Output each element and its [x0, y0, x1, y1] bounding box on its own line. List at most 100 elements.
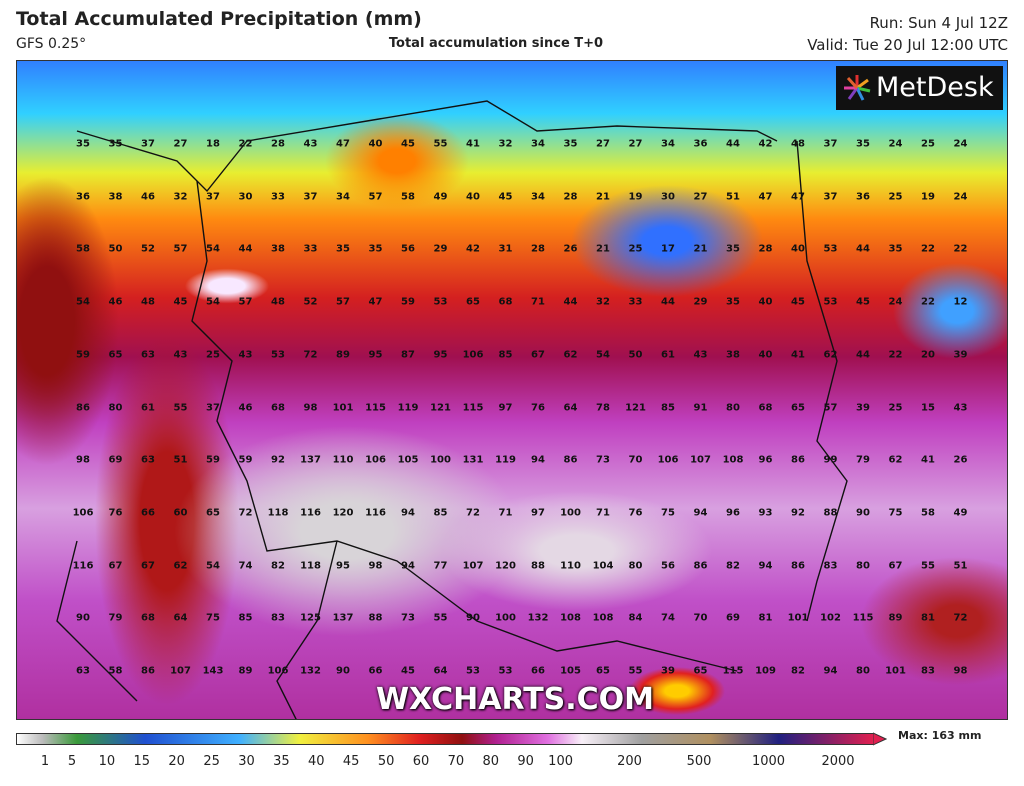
grid-value: 97	[498, 402, 513, 413]
grid-value: 40	[791, 243, 805, 255]
grid-value: 29	[433, 243, 448, 255]
grid-value: 94	[531, 454, 545, 466]
grid-value: 121	[625, 402, 646, 413]
grid-value: 28	[271, 138, 285, 150]
grid-value: 97	[531, 507, 545, 519]
grid-value: 48	[791, 138, 805, 150]
grid-value: 75	[206, 612, 220, 624]
grid-value: 25	[888, 191, 903, 203]
colorbar-tick: 35	[273, 754, 290, 769]
grid-value: 107	[690, 454, 711, 466]
grid-value: 63	[141, 349, 155, 361]
grid-value: 27	[628, 138, 643, 150]
grid-value: 108	[560, 612, 581, 624]
grid-value: 41	[466, 138, 480, 150]
colorbar-tick: 10	[98, 754, 116, 769]
grid-value: 43	[303, 138, 318, 150]
grid-value: 26	[953, 454, 968, 466]
grid-value: 74	[661, 612, 675, 624]
grid-value: 86	[76, 402, 90, 413]
grid-value: 30	[661, 191, 675, 203]
grid-value: 24	[888, 138, 903, 150]
grid-value: 30	[238, 191, 253, 203]
grid-value: 26	[563, 243, 578, 255]
grid-value: 132	[300, 665, 321, 677]
colorbar-tick: 50	[377, 754, 395, 769]
grid-value: 119	[397, 402, 419, 413]
grid-value: 65	[108, 349, 123, 361]
grid-value: 86	[791, 560, 805, 572]
grid-value: 20	[921, 349, 935, 361]
grid-value: 42	[466, 243, 480, 255]
grid-value: 19	[628, 191, 643, 203]
grid-value: 84	[628, 612, 643, 624]
grid-value: 35	[336, 243, 350, 255]
grid-value: 115	[722, 665, 744, 677]
grid-value: 67	[531, 349, 545, 361]
logo: MetDesk	[836, 66, 1003, 110]
grid-value: 44	[563, 296, 578, 308]
grid-value: 76	[531, 402, 545, 413]
grid-value: 70	[693, 612, 708, 624]
grid-value: 22	[888, 349, 903, 361]
grid-value: 108	[722, 454, 744, 466]
grid-value: 107	[170, 665, 191, 677]
grid-value: 35	[76, 138, 90, 150]
grid-value: 72	[953, 612, 968, 624]
grid-value: 72	[466, 507, 480, 519]
valid: Valid: Tue 20 Jul 12:00 UTC	[807, 36, 1008, 54]
grid-value: 54	[76, 296, 90, 308]
grid-value: 36	[856, 191, 870, 203]
grid-value: 46	[238, 402, 253, 413]
grid-value: 44	[856, 349, 870, 361]
grid-value: 61	[661, 349, 675, 361]
grid-value: 95	[433, 349, 448, 361]
grid-value: 46	[141, 191, 155, 203]
grid-value: 62	[173, 560, 188, 572]
grid-value: 57	[336, 296, 350, 308]
grid-value: 76	[108, 507, 123, 519]
grid-value: 37	[141, 138, 155, 150]
run: Run: Sun 4 Jul 12Z	[869, 14, 1008, 32]
grid-value: 71	[596, 507, 610, 519]
grid-value: 34	[336, 191, 350, 203]
grid-value: 85	[661, 402, 675, 413]
grid-value: 59	[206, 454, 220, 466]
grid-value: 57	[238, 296, 253, 308]
grid-value: 121	[430, 402, 451, 413]
grid-value: 32	[596, 296, 610, 308]
grid-value: 39	[661, 665, 675, 677]
grid-value: 22	[921, 296, 935, 308]
grid-value: 86	[141, 665, 155, 677]
grid-value: 36	[76, 191, 90, 203]
grid-value: 58	[108, 665, 123, 677]
grid-value: 52	[141, 243, 155, 255]
grid-value: 12	[953, 296, 968, 308]
grid-value: 25	[888, 402, 903, 413]
grid-value: 58	[76, 243, 90, 255]
grid-value: 22	[238, 138, 253, 150]
grid-value: 18	[206, 138, 220, 150]
grid-value: 44	[238, 243, 253, 255]
grid-value: 89	[336, 349, 350, 361]
grid-value: 106	[462, 349, 484, 361]
colorbar-tick: 1	[40, 754, 50, 769]
logo-text: MetDesk	[876, 72, 994, 103]
grid-value: 46	[108, 296, 123, 308]
grid-value: 75	[661, 507, 675, 519]
grid-value: 21	[596, 191, 610, 203]
grid-value: 98	[303, 402, 318, 413]
grid-value: 34	[531, 138, 545, 150]
logo-icon	[844, 75, 871, 101]
grid-value: 37	[823, 138, 838, 150]
grid-value: 47	[336, 138, 350, 150]
grid-value: 104	[592, 560, 614, 572]
grid-value: 101	[332, 402, 354, 413]
grid-value: 51	[173, 454, 188, 466]
grid-value: 69	[726, 612, 740, 624]
grid-value: 40	[758, 296, 773, 308]
grid-value: 47	[368, 296, 383, 308]
grid-value: 125	[300, 612, 321, 624]
grid-value: 33	[303, 243, 318, 255]
grid-value: 131	[462, 454, 484, 466]
